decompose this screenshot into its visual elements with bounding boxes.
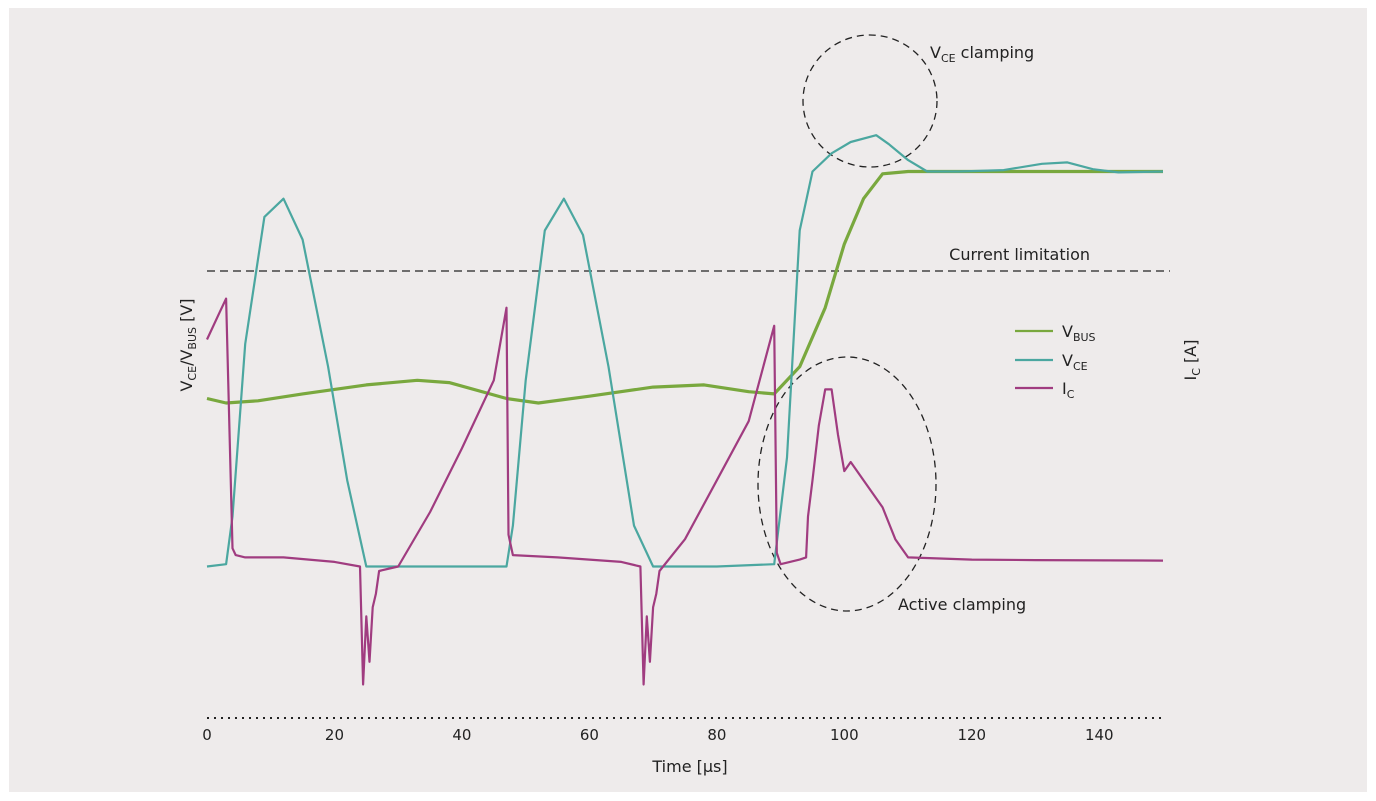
chart-frame [9,8,1367,792]
active-clamping-label: Active clamping [898,595,1026,614]
legend-label-ce: VCE [1062,351,1088,373]
x-tick-label: 60 [580,726,599,744]
y-axis-right-title: IC [A] [1181,340,1203,381]
vce-clamping-ellipse [802,34,938,168]
series-line-bus [206,169,1163,405]
vce-clamping-label: VCE clamping [930,43,1034,65]
x-tick-label: 40 [452,726,471,744]
x-tick-label: 140 [1085,726,1114,744]
x-tick-label: 100 [830,726,859,744]
x-axis-title: Time [µs] [651,757,727,776]
y-axis-title: VCE/VBUS [V] [177,298,199,391]
legend-label-bus: VBUS [1062,322,1096,344]
x-tick-label: 120 [957,726,986,744]
series-group [206,134,1164,686]
series-line-ce [206,134,1164,568]
x-tick-label: 0 [202,726,212,744]
active-clamping-ellipse [757,356,937,612]
current-limitation-label: Current limitation [949,245,1090,264]
x-tick-label: 80 [707,726,726,744]
legend: VBUS VCE IC [1015,322,1096,401]
legend-label-c: IC [1062,379,1075,401]
series-line-c [206,297,1164,686]
x-tick-labels: 0 20 40 60 80 100 120 140 [202,726,1113,744]
x-tick-label: 20 [325,726,344,744]
